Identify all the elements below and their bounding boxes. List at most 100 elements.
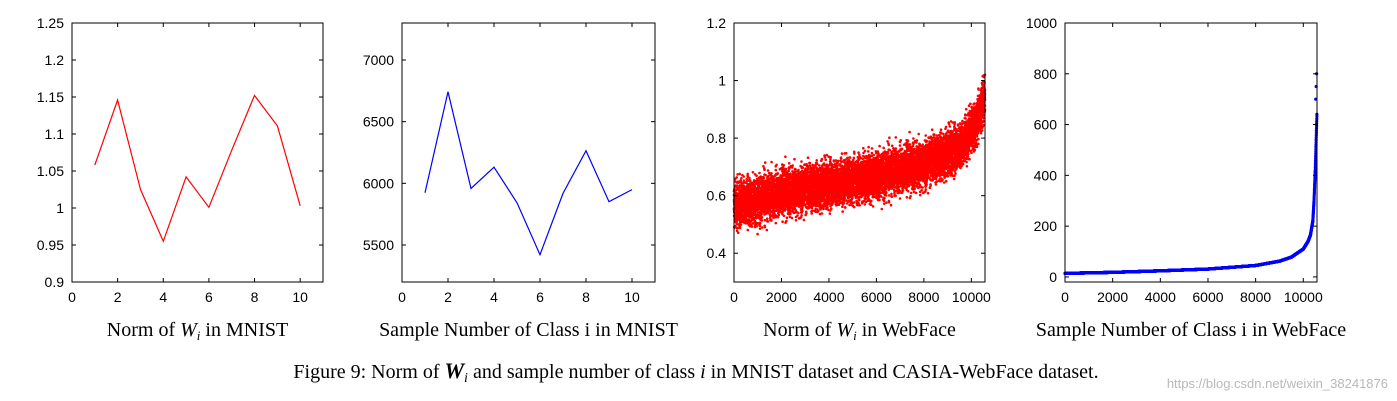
data-point xyxy=(821,158,824,161)
data-point xyxy=(807,156,810,159)
data-point xyxy=(770,161,773,164)
data-point xyxy=(764,161,767,164)
x-axis-label: Sample Number of Class i in MNIST xyxy=(379,319,678,341)
data-point xyxy=(797,212,800,215)
series-line xyxy=(95,96,300,242)
data-point xyxy=(764,219,767,222)
x-tick-label: 2 xyxy=(444,289,452,305)
data-point xyxy=(796,214,799,217)
data-point xyxy=(742,175,745,178)
data-point xyxy=(766,229,769,232)
data-point xyxy=(837,160,840,163)
data-point xyxy=(761,216,764,219)
data-point xyxy=(788,162,791,165)
x-tick-label: 2 xyxy=(114,289,122,305)
x-tick-label: 10 xyxy=(624,289,640,305)
data-point xyxy=(760,213,763,216)
data-point xyxy=(793,158,796,161)
data-point xyxy=(737,232,740,235)
data-point xyxy=(811,164,814,167)
data-point xyxy=(756,233,759,236)
data-point xyxy=(735,176,738,179)
data-point xyxy=(824,156,827,159)
data-point xyxy=(844,206,847,209)
data-point xyxy=(843,200,846,203)
data-point xyxy=(738,173,741,176)
data-point xyxy=(747,229,750,232)
data-point xyxy=(756,225,759,228)
data-point xyxy=(781,220,784,223)
x-axis-label: Norm of Wi in MNIST xyxy=(107,319,288,343)
data-point xyxy=(782,164,785,167)
data-point xyxy=(828,202,831,205)
data-point xyxy=(789,173,792,176)
data-point xyxy=(826,206,829,209)
y-tick-label: 0.95 xyxy=(37,237,64,253)
data-point xyxy=(817,210,820,213)
data-point xyxy=(809,162,812,165)
data-point xyxy=(770,219,773,222)
x-tick-label: 6 xyxy=(205,289,213,305)
data-point xyxy=(761,226,764,229)
data-point xyxy=(759,224,762,227)
x-tick-label: 8 xyxy=(251,289,259,305)
data-point xyxy=(803,219,806,222)
data-point xyxy=(801,210,804,213)
data-point xyxy=(740,223,743,226)
data-point xyxy=(770,172,773,175)
x-tick-label: 6 xyxy=(536,289,544,305)
data-point xyxy=(785,220,788,223)
data-point xyxy=(794,168,797,171)
data-point xyxy=(797,169,800,172)
x-tick-label: 0 xyxy=(68,289,76,305)
data-point xyxy=(785,168,788,171)
data-point xyxy=(807,167,810,170)
data-point xyxy=(775,164,778,167)
data-point xyxy=(795,219,798,222)
chart-norm-wi-webface: 0 2000 4000 6000 8000 100000.40.60.811.2Norm … xyxy=(707,15,991,343)
data-point xyxy=(778,214,781,217)
data-point xyxy=(763,169,766,172)
data-point xyxy=(822,208,825,211)
data-point xyxy=(775,222,778,225)
data-point xyxy=(752,171,755,174)
x-tick-label: 4 xyxy=(490,289,498,305)
data-point xyxy=(843,202,846,205)
data-point xyxy=(841,152,844,155)
data-point xyxy=(788,170,791,173)
data-point xyxy=(841,210,844,213)
plot-data xyxy=(733,74,987,236)
data-point xyxy=(759,222,762,225)
data-point xyxy=(775,169,778,172)
y-tick-label: 1.1 xyxy=(45,126,65,142)
data-point xyxy=(786,216,789,219)
plot-frame xyxy=(402,23,655,282)
data-point xyxy=(829,212,832,215)
y-tick-label: 6500 xyxy=(363,114,394,130)
y-tick-label: 5500 xyxy=(363,237,394,253)
y-tick-label: 6000 xyxy=(363,175,394,191)
data-point xyxy=(841,205,844,208)
data-point xyxy=(800,160,803,163)
data-point xyxy=(805,212,808,215)
data-point xyxy=(844,197,847,200)
plot-data xyxy=(425,92,632,255)
data-point xyxy=(740,177,743,180)
data-point xyxy=(849,156,852,159)
data-point xyxy=(831,163,834,166)
y-tick-label: 0.9 xyxy=(45,274,65,290)
data-point xyxy=(791,164,794,167)
data-point xyxy=(746,180,749,183)
data-point xyxy=(759,227,762,230)
data-point xyxy=(784,208,787,211)
x-tick-label: 0 xyxy=(398,289,406,305)
data-point xyxy=(764,226,767,229)
y-tick-label: 1.05 xyxy=(37,163,64,179)
data-point xyxy=(816,162,819,165)
data-point xyxy=(836,164,839,167)
data-point xyxy=(836,167,839,170)
data-point xyxy=(800,214,803,217)
